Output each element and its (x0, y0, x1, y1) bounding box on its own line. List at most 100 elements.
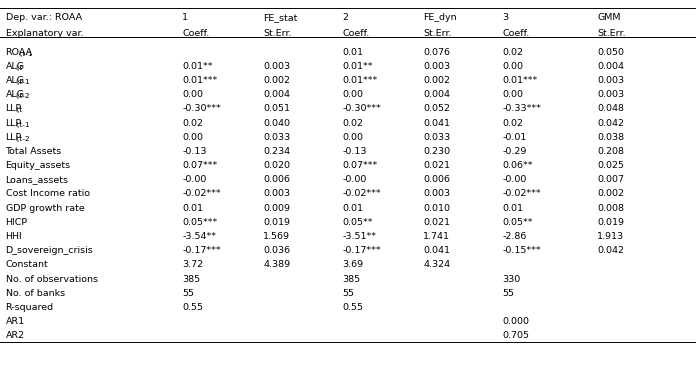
Text: 0.076: 0.076 (423, 48, 450, 57)
Text: 0.021: 0.021 (423, 218, 450, 227)
Text: 0.025: 0.025 (597, 161, 624, 170)
Text: LLP: LLP (6, 133, 22, 142)
Text: ALG: ALG (6, 90, 24, 99)
Text: -0.17***: -0.17*** (182, 246, 221, 255)
Text: 0.07***: 0.07*** (182, 161, 218, 170)
Text: No. of observations: No. of observations (6, 275, 97, 284)
Text: 0.010: 0.010 (423, 204, 450, 212)
Text: 0.01***: 0.01*** (503, 76, 538, 85)
Text: GMM: GMM (597, 13, 621, 22)
Text: i,t-1: i,t-1 (15, 121, 30, 128)
Text: 0.01**: 0.01** (342, 62, 373, 71)
Text: 0.00: 0.00 (342, 90, 363, 99)
Text: -0.15***: -0.15*** (503, 246, 541, 255)
Text: 0.07***: 0.07*** (342, 161, 378, 170)
Text: 0.00: 0.00 (503, 90, 523, 99)
Text: -0.00: -0.00 (182, 175, 207, 184)
Text: St.Err.: St.Err. (423, 29, 452, 38)
Text: 0.02: 0.02 (503, 48, 523, 57)
Text: 0.208: 0.208 (597, 147, 624, 156)
Text: 0.009: 0.009 (263, 204, 290, 212)
Text: 0.050: 0.050 (597, 48, 624, 57)
Text: 0.01: 0.01 (342, 48, 363, 57)
Text: 55: 55 (342, 289, 354, 298)
Text: 0.004: 0.004 (423, 90, 450, 99)
Text: D_sovereign_crisis: D_sovereign_crisis (6, 246, 93, 255)
Text: -0.29: -0.29 (503, 147, 527, 156)
Text: Loans_assets: Loans_assets (6, 175, 69, 184)
Text: 0.55: 0.55 (182, 303, 203, 312)
Text: -3.51**: -3.51** (342, 232, 377, 241)
Text: 0.02: 0.02 (182, 119, 203, 127)
Text: 0.55: 0.55 (342, 303, 363, 312)
Text: HICP: HICP (6, 218, 28, 227)
Text: No. of banks: No. of banks (6, 289, 65, 298)
Text: 0.00: 0.00 (503, 62, 523, 71)
Text: Dep. var.: ROAA: Dep. var.: ROAA (6, 13, 81, 22)
Text: 1: 1 (182, 13, 189, 22)
Text: Constant: Constant (6, 260, 48, 269)
Text: 330: 330 (503, 275, 521, 284)
Text: 0.01: 0.01 (182, 204, 203, 212)
Text: Coeff.: Coeff. (342, 29, 370, 38)
Text: 0.007: 0.007 (597, 175, 624, 184)
Text: i,t-1: i,t-1 (18, 51, 33, 57)
Text: 0.019: 0.019 (597, 218, 624, 227)
Text: 0.230: 0.230 (423, 147, 450, 156)
Text: 0.033: 0.033 (423, 133, 450, 142)
Text: i,t-1: i,t-1 (15, 79, 30, 85)
Text: 0.01**: 0.01** (182, 62, 213, 71)
Text: 0.006: 0.006 (263, 175, 290, 184)
Text: 0.052: 0.052 (423, 104, 450, 113)
Text: 0.003: 0.003 (263, 189, 290, 199)
Text: 1.569: 1.569 (263, 232, 290, 241)
Text: GDP growth rate: GDP growth rate (6, 204, 84, 212)
Text: 0.05**: 0.05** (503, 218, 533, 227)
Text: ALG: ALG (6, 76, 24, 85)
Text: Equity_assets: Equity_assets (6, 161, 71, 170)
Text: 0.042: 0.042 (597, 246, 624, 255)
Text: St.Err.: St.Err. (597, 29, 626, 38)
Text: Coeff.: Coeff. (182, 29, 209, 38)
Text: ROAA: ROAA (6, 48, 33, 57)
Text: 4.324: 4.324 (423, 260, 450, 269)
Text: i,t-2: i,t-2 (15, 93, 30, 99)
Text: 0.006: 0.006 (423, 175, 450, 184)
Text: R-squared: R-squared (6, 303, 54, 312)
Text: 0.01: 0.01 (503, 204, 523, 212)
Text: -0.00: -0.00 (503, 175, 527, 184)
Text: -3.54**: -3.54** (182, 232, 216, 241)
Text: -0.01: -0.01 (503, 133, 527, 142)
Text: 385: 385 (342, 275, 361, 284)
Text: FE_dyn: FE_dyn (423, 13, 457, 22)
Text: 0.234: 0.234 (263, 147, 290, 156)
Text: 55: 55 (503, 289, 514, 298)
Text: 0.00: 0.00 (342, 133, 363, 142)
Text: 0.05***: 0.05*** (182, 218, 218, 227)
Text: 2: 2 (342, 13, 349, 22)
Text: 0.019: 0.019 (263, 218, 290, 227)
Text: 0.00: 0.00 (182, 133, 203, 142)
Text: 3.69: 3.69 (342, 260, 363, 269)
Text: i,t: i,t (15, 65, 23, 71)
Text: 0.000: 0.000 (503, 317, 530, 326)
Text: 0.06**: 0.06** (503, 161, 533, 170)
Text: 0.002: 0.002 (263, 76, 290, 85)
Text: -0.02***: -0.02*** (503, 189, 541, 199)
Text: -0.30***: -0.30*** (182, 104, 221, 113)
Text: AR1: AR1 (6, 317, 24, 326)
Text: ALG: ALG (6, 62, 24, 71)
Text: i,t: i,t (15, 108, 23, 113)
Text: 0.003: 0.003 (263, 62, 290, 71)
Text: -0.02***: -0.02*** (182, 189, 221, 199)
Text: HHI: HHI (6, 232, 22, 241)
Text: 385: 385 (182, 275, 200, 284)
Text: i,t-2: i,t-2 (15, 136, 30, 142)
Text: 0.002: 0.002 (423, 76, 450, 85)
Text: 0.002: 0.002 (597, 189, 624, 199)
Text: 0.041: 0.041 (423, 246, 450, 255)
Text: 0.021: 0.021 (423, 161, 450, 170)
Text: 0.004: 0.004 (597, 62, 624, 71)
Text: 0.01: 0.01 (342, 204, 363, 212)
Text: 1.913: 1.913 (597, 232, 624, 241)
